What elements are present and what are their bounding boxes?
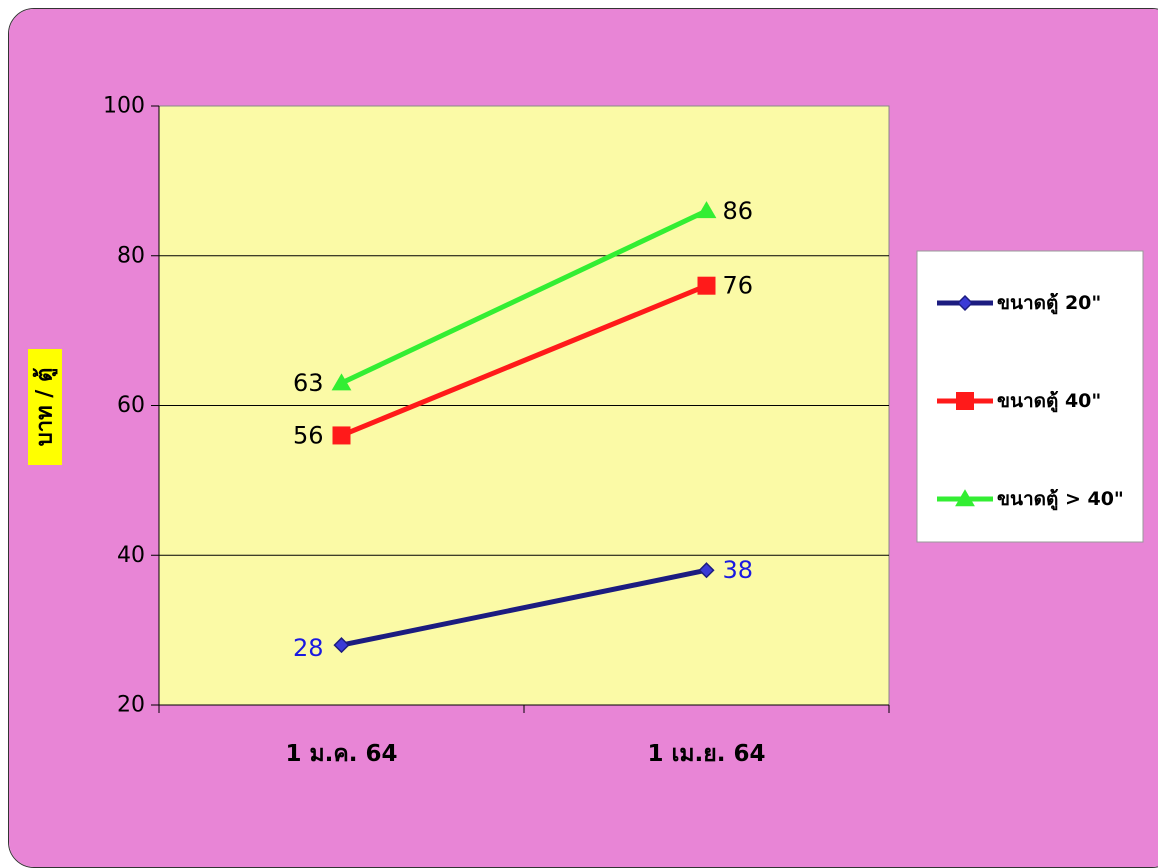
data-point-marker xyxy=(696,201,717,219)
y-tick-label: 100 xyxy=(103,94,145,119)
data-point-marker xyxy=(955,489,975,507)
data-point-marker xyxy=(956,392,974,410)
legend-box xyxy=(916,250,1144,543)
y-axis-label-group: บาท / ตู้ xyxy=(28,349,62,465)
x-tick-label: 1 เม.ย. 64 xyxy=(648,741,766,767)
data-point-marker xyxy=(956,294,974,312)
data-label: 38 xyxy=(723,556,754,584)
y-tick-label: 80 xyxy=(117,243,145,268)
series-line xyxy=(340,283,708,438)
series-layer: 28 38 56 76 63 86 xyxy=(293,197,753,662)
axes xyxy=(151,105,890,713)
data-label: 56 xyxy=(293,421,324,449)
legend-entry: ขนาดตู้ > 40" xyxy=(937,488,1124,511)
series-line xyxy=(340,567,708,648)
data-point-marker xyxy=(698,562,715,579)
x-tick-label: 1 ม.ค. 64 xyxy=(285,741,397,767)
data-point-marker xyxy=(332,426,351,445)
data-label: 28 xyxy=(293,634,324,662)
legend-entry: ขนาดตู้ 20" xyxy=(937,292,1101,315)
y-axis-label-highlight xyxy=(28,349,62,465)
gridlines xyxy=(159,255,889,556)
line-chart: 20 40 60 80 100 1 ม.ค. 64 1 เม.ย. 64 บาท / ตู… xyxy=(9,9,1158,867)
legend-label: ขนาดตู้ > 40" xyxy=(997,488,1124,511)
legend: ขนาดตู้ 20" ขนาดตู้ 40" ขนาดตู้ > 40" xyxy=(916,250,1144,543)
series-line xyxy=(340,208,708,386)
y-tick-label: 60 xyxy=(117,393,145,418)
series-2: 56 76 xyxy=(293,272,753,450)
data-label: 76 xyxy=(723,272,754,300)
data-point-marker xyxy=(333,637,350,654)
series-3: 63 86 xyxy=(293,197,753,397)
y-tick-label: 40 xyxy=(117,543,145,568)
y-tick-label: 20 xyxy=(117,693,145,718)
data-point-marker xyxy=(331,373,352,391)
data-point-marker xyxy=(697,276,716,295)
x-tick-labels: 1 ม.ค. 64 1 เม.ย. 64 xyxy=(285,741,765,767)
data-label: 86 xyxy=(723,197,754,225)
chart-frame: 20 40 60 80 100 1 ม.ค. 64 1 เม.ย. 64 บาท / ตู… xyxy=(8,8,1158,868)
y-tick-labels: 20 40 60 80 100 xyxy=(103,94,145,718)
series-1: 28 38 xyxy=(293,556,753,662)
data-label: 63 xyxy=(293,369,324,397)
legend-label: ขนาดตู้ 20" xyxy=(997,292,1101,315)
legend-entry: ขนาดตู้ 40" xyxy=(937,390,1101,413)
legend-label: ขนาดตู้ 40" xyxy=(997,390,1101,413)
y-axis-label: บาท / ตู้ xyxy=(33,368,59,446)
